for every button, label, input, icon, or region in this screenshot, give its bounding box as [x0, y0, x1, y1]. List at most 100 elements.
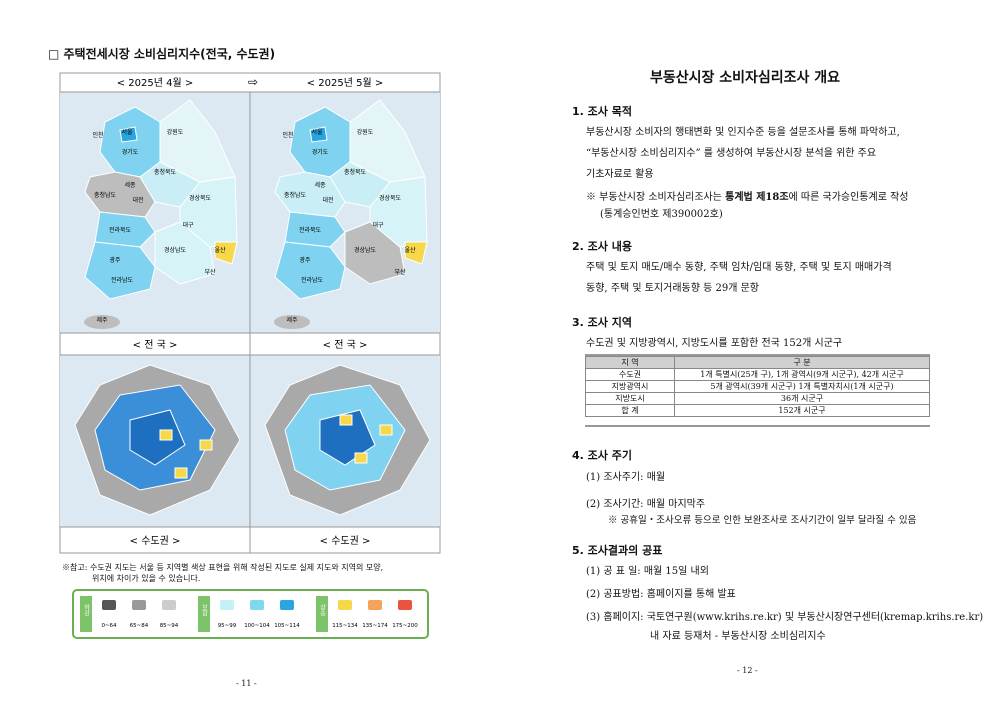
paragraph: 수도권 및 지방광역시, 지방도시를 포함한 전국 152개 시군구 [586, 338, 843, 349]
legend-range: 100~104 [244, 623, 270, 629]
legend-range: 85~94 [160, 623, 179, 629]
section-heading: 4. 조사 주기 [572, 449, 632, 462]
region-label: 충청북도 [154, 168, 177, 176]
heading: □ 주택전세시장 소비심리지수(전국, 수도권) [48, 47, 276, 61]
note-part: ※ 부동산시장 소비자심리조사는 [586, 192, 726, 203]
region [84, 315, 120, 329]
region-label: 제주 [286, 316, 298, 324]
month: < 2025년 5월 > [307, 77, 384, 89]
region [119, 126, 138, 143]
note: 위치에 차이가 있을 수 있습니다. [92, 574, 201, 583]
region [214, 241, 238, 265]
table-cell: 1개 특별시(25개 구), 1개 광역시(9개 시군구), 42개 시군구 [674, 368, 930, 381]
metro-highlight [174, 467, 188, 479]
region-label: 대구 [182, 221, 194, 229]
region-label: 전라남도 [301, 276, 324, 284]
legend-range: 175~200 [392, 623, 418, 629]
region-label: 경상남도 [354, 246, 377, 254]
legend-icon [220, 600, 234, 610]
table-cell: 152개 시군구 [674, 404, 930, 417]
legend-icon [398, 600, 412, 610]
page-number: - 11 - [236, 679, 257, 688]
region-label: 대전 [132, 196, 143, 204]
region [274, 315, 310, 329]
note: ※참고: 수도권 지도는 서울 등 지역별 색상 표현을 위해 작성된 지도로 … [62, 563, 384, 572]
legend-tag [316, 596, 328, 632]
paragraph: 내 자료 등재처 - 부동산시장 소비심리지수 [650, 631, 826, 642]
legend-group: 상승 [319, 603, 326, 616]
paragraph: 동향, 주택 및 토지거래동향 등 29개 문항 [586, 283, 759, 294]
region [284, 211, 346, 248]
region [94, 211, 156, 248]
legend-box [72, 589, 429, 639]
metro-highlight [159, 429, 173, 441]
region-label: 대전 [322, 196, 333, 204]
table-cell: 지방광역시 [585, 380, 675, 393]
region-label: 충청북도 [344, 168, 367, 176]
map-caption: < 전 국 > [323, 339, 368, 351]
table-cell: 5개 광역시(39개 시군구) 1개 특별자치시(1개 시군구) [674, 380, 930, 393]
region-label: 울산 [404, 246, 416, 254]
section-heading: 3. 조사 지역 [572, 316, 632, 329]
legend-group: 보합 [201, 604, 208, 616]
table-cell: 수도권 [585, 368, 675, 381]
region-label: 경상북도 [379, 194, 402, 202]
metro-highlight [354, 452, 368, 464]
region-label: 전라북도 [299, 226, 322, 234]
region [274, 171, 346, 218]
legend-group: 하강 [83, 603, 90, 616]
note-part: 에 따른 국가승인통계로 작성 [788, 192, 909, 203]
national-map [274, 99, 428, 329]
paragraph: (1) 조사주기: 매월 [586, 472, 666, 483]
legend-icon [338, 600, 352, 610]
legend-icon [132, 600, 146, 610]
region-label: 서울 [311, 128, 323, 136]
region-label: 세종 [124, 181, 136, 189]
metro-highlight [199, 439, 213, 451]
legend-icon [368, 600, 382, 610]
paragraph: 부동산시장 소비자의 행태변화 및 인지수준 등을 설문조사를 통해 파악하고, [586, 127, 900, 138]
arrow: ⇨ [248, 75, 258, 89]
legend-range: 135~174 [362, 623, 388, 629]
region-label: 인천 [92, 131, 103, 139]
region-label: 제주 [96, 316, 108, 324]
region-label: 전라북도 [109, 226, 132, 234]
national-map [84, 99, 238, 329]
paragraph: (2) 공표방법: 홈페이지를 통해 발표 [586, 589, 736, 600]
map-caption: < 수도권 > [130, 535, 181, 547]
region [274, 241, 346, 300]
paragraph: (3) 홈페이지: 국토연구원(www.krihs.re.kr) 및 부동산시장… [586, 612, 984, 623]
paragraph: (2) 조사기간: 매월 마지막주 [586, 499, 706, 510]
legend-range: 95~99 [218, 623, 237, 629]
region-label: 충청남도 [284, 191, 307, 199]
note: (통계승인번호 제390002호) [600, 209, 723, 220]
table-header: 지 역 [585, 356, 675, 369]
note-part: 통계법 제18조 [725, 192, 789, 203]
page-number: - 12 - [737, 666, 758, 675]
legend-icon [162, 600, 176, 610]
region-label: 충청남도 [94, 191, 117, 199]
region [84, 171, 156, 218]
paragraph: 주택 및 토지 매도/매수 동향, 주택 임차/임대 동향, 주택 및 토지 매… [586, 262, 892, 273]
section-heading: 2. 조사 내용 [572, 240, 632, 253]
legend-icon [102, 600, 116, 610]
region-label: 부산 [394, 268, 406, 276]
legend-range: 0~64 [101, 623, 117, 629]
region-label: 서울 [121, 128, 133, 136]
region-label: 대구 [372, 221, 384, 229]
paragraph: (1) 공 표 일: 매월 15일 내외 [586, 566, 709, 577]
legend-range: 115~134 [332, 623, 358, 629]
note: ※ 공휴일・조사오류 등으로 인한 보완조사로 조사기간이 일부 달라질 수 있… [608, 515, 917, 526]
table-cell: 합 계 [585, 404, 675, 417]
legend-range: 105~114 [274, 623, 300, 629]
region-label: 경기도 [122, 148, 139, 156]
map-caption: < 전 국 > [133, 339, 178, 351]
region-label: 강원도 [167, 128, 184, 136]
metro-highlight [339, 414, 353, 426]
map-caption: < 수도권 > [320, 535, 371, 547]
region-label: 전라남도 [111, 276, 134, 284]
month: < 2025년 4월 > [117, 77, 194, 89]
